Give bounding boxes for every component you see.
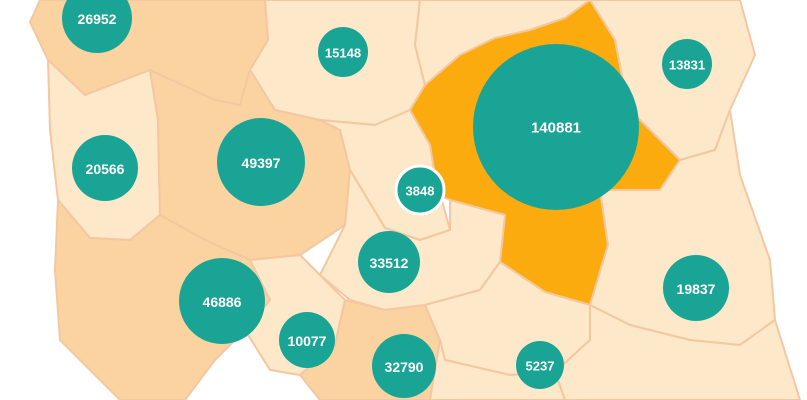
bubble-west-pomeranian[interactable]: 26952 (62, 0, 132, 53)
bubble-label: 19837 (677, 281, 716, 297)
bubble-circle (516, 341, 564, 389)
bubble-pomeranian[interactable]: 15148 (318, 27, 368, 77)
bubble-label: 3848 (406, 184, 435, 199)
bubbles-layer: 26952 15148 13831 140881 20566 49397 3848 33512… (62, 0, 729, 398)
bubble-label: 33512 (370, 255, 409, 271)
bubble-kuyavian-pomeranian[interactable]: 3848 (394, 164, 446, 216)
bubble-label: 32790 (385, 359, 424, 375)
bubble-podlaskie[interactable]: 13831 (662, 39, 712, 89)
bubble-circle (372, 334, 436, 398)
bubble-swietokrzyskie[interactable]: 5237 (516, 341, 564, 389)
region-subcarpathian[interactable] (554, 304, 801, 400)
bubble-label: 15148 (325, 46, 361, 61)
bubble-circle (72, 135, 138, 201)
bubble-label: 49397 (242, 155, 281, 171)
bubble-greater-poland[interactable]: 49397 (217, 118, 305, 206)
bubble-lodz[interactable]: 33512 (358, 231, 420, 293)
bubble-circle (179, 258, 265, 344)
bubble-label: 10077 (288, 333, 327, 349)
bubble-label: 20566 (86, 161, 125, 177)
bubble-circle (662, 39, 712, 89)
bubble-silesian[interactable]: 32790 (372, 334, 436, 398)
bubble-circle (217, 118, 305, 206)
bubble-lublin[interactable]: 19837 (663, 255, 729, 321)
bubble-lubusz[interactable]: 20566 (72, 135, 138, 201)
bubble-masovian[interactable]: 140881 (473, 44, 639, 210)
bubble-label: 26952 (78, 11, 117, 27)
bubble-circle (663, 255, 729, 321)
bubble-circle (62, 0, 132, 53)
bubble-circle (318, 27, 368, 77)
bubble-lower-silesian[interactable]: 46886 (179, 258, 265, 344)
bubble-circle (358, 231, 420, 293)
bubble-circle (279, 312, 335, 368)
bubble-label: 140881 (531, 120, 581, 137)
bubble-label: 5237 (526, 359, 555, 374)
bubble-label: 13831 (669, 58, 705, 73)
bubble-circle (473, 44, 639, 210)
bubble-opole[interactable]: 10077 (279, 312, 335, 368)
bubble-label: 46886 (203, 294, 242, 310)
bubble-circle (394, 164, 446, 216)
